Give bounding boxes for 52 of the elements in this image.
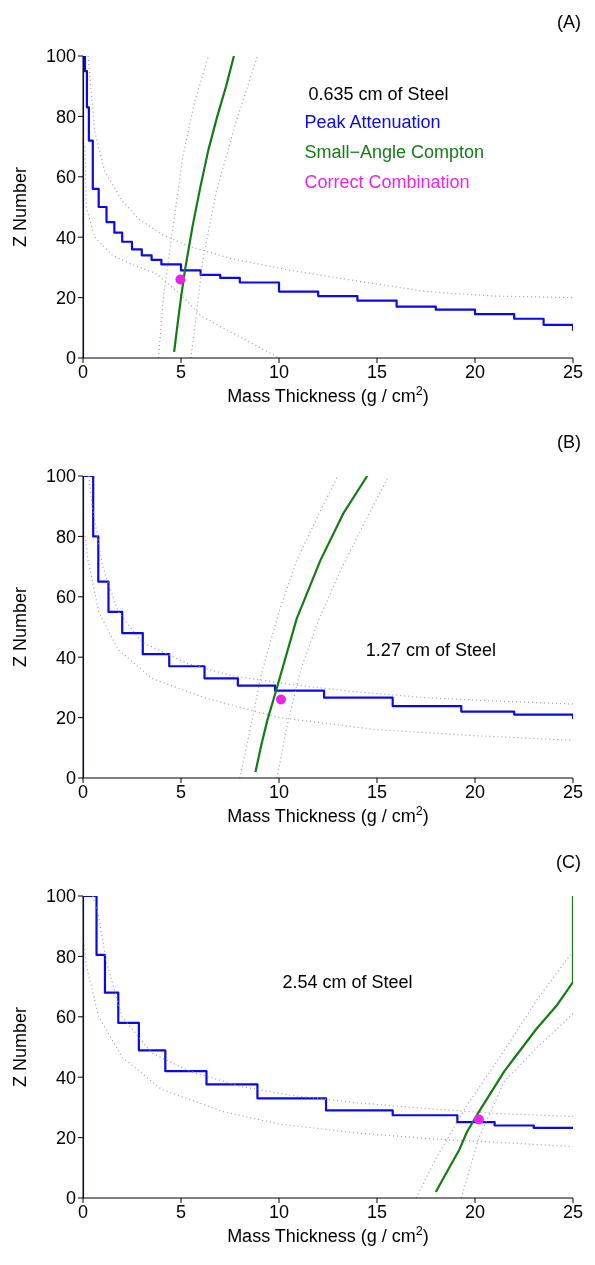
- x-tick-label: 5: [175, 361, 187, 382]
- x-axis-title: Mass Thickness (g / cm$^{2}$): [227, 1224, 429, 1246]
- y-tick-label: 60: [55, 1007, 76, 1028]
- chart-title: (C): [555, 851, 582, 874]
- y-tick-label: 0: [65, 1188, 76, 1209]
- annotation: 1.27 cm of Steel: [365, 639, 496, 660]
- y-axis-title: Z Number: [10, 1006, 30, 1088]
- y-tick-label: 20: [55, 707, 76, 728]
- x-tick-label: 10: [268, 781, 290, 802]
- chart-title: (B): [556, 431, 582, 454]
- text: Peak Attenuation: [304, 111, 442, 135]
- y-tick-label: 40: [55, 647, 76, 668]
- annotation: 2.54 cm of Steel: [282, 972, 413, 993]
- y-tick-label: 60: [55, 167, 76, 188]
- x-tick-label: 5: [175, 1201, 187, 1222]
- x-tick-label: 15: [366, 361, 388, 382]
- x-tick-label: 25: [562, 1201, 584, 1222]
- y-axis-title: Z Number: [10, 166, 30, 248]
- x-tick-label: 10: [268, 1201, 290, 1222]
- x-tick-label: 20: [464, 361, 486, 382]
- x-tick-label: 25: [562, 361, 584, 382]
- x-axis-title: Mass Thickness (g / cm$^{2}$): [227, 804, 429, 826]
- line-series: [434, 896, 573, 1194]
- x-tick-label: 20: [464, 781, 486, 802]
- y-tick-label: 20: [55, 1127, 76, 1148]
- y-tick-label: 20: [55, 287, 76, 308]
- y-axis-title: Z Number: [10, 586, 30, 668]
- x-axis-title: Mass Thickness (g / cm$^{2}$): [227, 384, 429, 406]
- y-tick-label: 100: [45, 886, 76, 907]
- y-tick-label: 80: [55, 526, 76, 547]
- annotation: 0.635 cm of Steel: [308, 83, 449, 104]
- x-tick-label: 15: [366, 781, 388, 802]
- y-tick-label: 60: [55, 587, 76, 608]
- text: Correct Combination: [304, 171, 471, 195]
- x-tick-label: 5: [175, 781, 187, 802]
- x-tick-label: 10: [268, 361, 290, 382]
- x-tick-label: 20: [464, 1201, 486, 1222]
- y-tick-label: 80: [55, 946, 76, 967]
- y-tick-label: 40: [55, 1067, 76, 1088]
- x-tick-label: 25: [562, 781, 584, 802]
- y-tick-label: 80: [55, 106, 76, 127]
- y-tick-label: 40: [55, 227, 76, 248]
- x-tick-label: 15: [366, 1201, 388, 1222]
- y-tick-label: 0: [65, 768, 76, 789]
- line-series: [173, 56, 236, 354]
- line-series: [254, 476, 369, 774]
- y-tick-label: 0: [65, 348, 76, 369]
- text: Small−Angle Compton: [304, 141, 484, 165]
- chart-title: (A): [556, 11, 582, 34]
- y-tick-label: 100: [45, 466, 76, 487]
- y-tick-label: 100: [45, 46, 76, 67]
- line-series: [415, 952, 573, 1198]
